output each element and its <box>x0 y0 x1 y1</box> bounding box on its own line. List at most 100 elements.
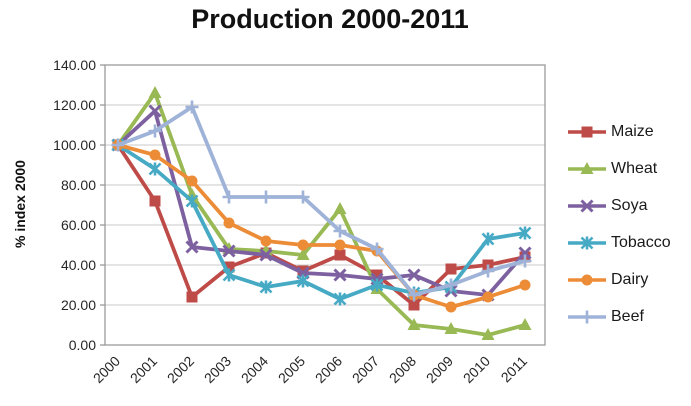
x-tick-label: 2008 <box>386 353 419 386</box>
data-point-marker <box>482 291 494 303</box>
legend-swatch-soya <box>568 199 606 213</box>
x-tick-label: 2000 <box>90 353 123 386</box>
data-point-marker <box>296 274 310 288</box>
legend-item-dairy: Dairy <box>566 270 671 290</box>
x-tick-label: 2002 <box>164 353 197 386</box>
data-point-marker <box>481 232 495 246</box>
data-point-marker <box>518 254 532 268</box>
data-point-marker <box>259 280 273 294</box>
legend-label-tobacco: Tobacco <box>611 234 671 251</box>
data-point-marker <box>296 248 310 260</box>
legend-label-maize: Maize <box>611 123 654 140</box>
x-axis: 2000 2001 2002 2003 2004 2005 2006 2007 2008 2009… <box>90 353 530 386</box>
data-point-marker <box>580 162 594 174</box>
data-point-marker <box>223 217 235 229</box>
data-point-marker <box>334 239 346 251</box>
y-tick-label: 60.00 <box>61 217 96 233</box>
data-point-marker <box>222 244 236 258</box>
data-point-marker <box>371 269 383 281</box>
data-point-marker <box>260 235 272 247</box>
series-maize-line <box>116 143 526 307</box>
data-point-marker <box>580 236 594 250</box>
y-tick-label: 40.00 <box>61 257 96 273</box>
data-point-marker <box>518 226 532 240</box>
data-point-marker <box>407 288 421 302</box>
data-point-marker <box>333 202 347 214</box>
data-point-marker <box>148 124 162 138</box>
legend-swatch-wheat <box>568 162 606 174</box>
legend: Maize Wheat Soya Tobacco Dairy Beef <box>566 122 671 344</box>
x-tick-label: 2011 <box>498 353 531 386</box>
data-point-marker <box>518 318 532 330</box>
data-point-marker <box>296 190 310 204</box>
legend-label-soya: Soya <box>611 197 648 214</box>
data-point-marker <box>445 301 457 313</box>
series-dairy <box>112 139 531 313</box>
data-point-marker <box>149 149 161 161</box>
x-tick-label: 2001 <box>127 353 160 386</box>
y-tick-label: 80.00 <box>61 177 96 193</box>
legend-item-tobacco: Tobacco <box>566 233 671 253</box>
legend-label-dairy: Dairy <box>611 271 649 288</box>
x-tick-label: 2003 <box>201 353 234 386</box>
gridlines <box>105 64 545 346</box>
legend-item-maize: Maize <box>566 122 671 142</box>
legend-item-wheat: Wheat <box>566 159 671 179</box>
data-point-marker <box>444 322 458 334</box>
x-tick-label: 2007 <box>349 353 382 386</box>
legend-label-beef: Beef <box>611 308 644 325</box>
data-point-marker <box>297 239 309 251</box>
data-point-marker <box>186 175 198 187</box>
x-tick-label: 2005 <box>275 353 308 386</box>
data-point-marker <box>444 278 458 292</box>
series-beef <box>111 100 532 302</box>
x-tick-label: 2010 <box>460 353 493 386</box>
data-point-marker <box>185 240 199 254</box>
data-point-marker <box>519 279 531 291</box>
data-point-marker <box>222 268 236 282</box>
data-point-marker <box>370 278 384 292</box>
data-point-marker <box>518 246 532 260</box>
legend-swatch-dairy <box>568 274 606 286</box>
series-dairy-line <box>117 143 526 309</box>
data-point-marker <box>259 190 273 204</box>
data-point-marker <box>445 263 457 275</box>
legend-label-wheat: Wheat <box>611 160 658 177</box>
series-beef-line <box>117 105 526 297</box>
data-point-marker <box>333 224 347 238</box>
data-point-marker <box>148 86 162 98</box>
data-point-marker <box>581 126 593 138</box>
data-point-marker <box>580 199 594 213</box>
chart-title: Production 2000-2011 <box>191 4 469 34</box>
data-point-marker <box>407 318 421 330</box>
data-point-marker <box>222 190 236 204</box>
data-point-marker <box>581 274 593 286</box>
x-tick-label: 2009 <box>423 353 456 386</box>
y-tick-label: 0.00 <box>69 337 96 353</box>
x-tick-label: 2004 <box>238 353 271 386</box>
y-tick-label: 140.00 <box>53 57 96 73</box>
data-point-marker <box>334 249 346 261</box>
data-point-marker <box>333 292 347 306</box>
data-point-marker <box>148 162 162 176</box>
y-tick-label: 120.00 <box>53 97 96 113</box>
y-tick-label: 20.00 <box>61 297 96 313</box>
data-point-marker <box>186 291 198 303</box>
data-point-marker <box>333 268 347 282</box>
y-tick-label: 100.00 <box>53 137 96 153</box>
data-point-marker <box>185 194 199 208</box>
data-point-marker <box>148 104 162 118</box>
data-point-marker <box>370 242 384 256</box>
legend-swatch-beef <box>568 310 606 324</box>
data-point-marker <box>111 138 125 152</box>
data-point-marker <box>259 248 273 262</box>
data-point-marker <box>223 261 235 273</box>
data-point-marker <box>407 268 421 282</box>
legend-item-soya: Soya <box>566 196 671 216</box>
x-tick-label: 2006 <box>312 353 345 386</box>
plot-area-border <box>104 64 546 346</box>
data-point-marker <box>580 310 594 324</box>
data-point-marker <box>481 264 495 278</box>
series-tobacco-line <box>116 143 526 301</box>
